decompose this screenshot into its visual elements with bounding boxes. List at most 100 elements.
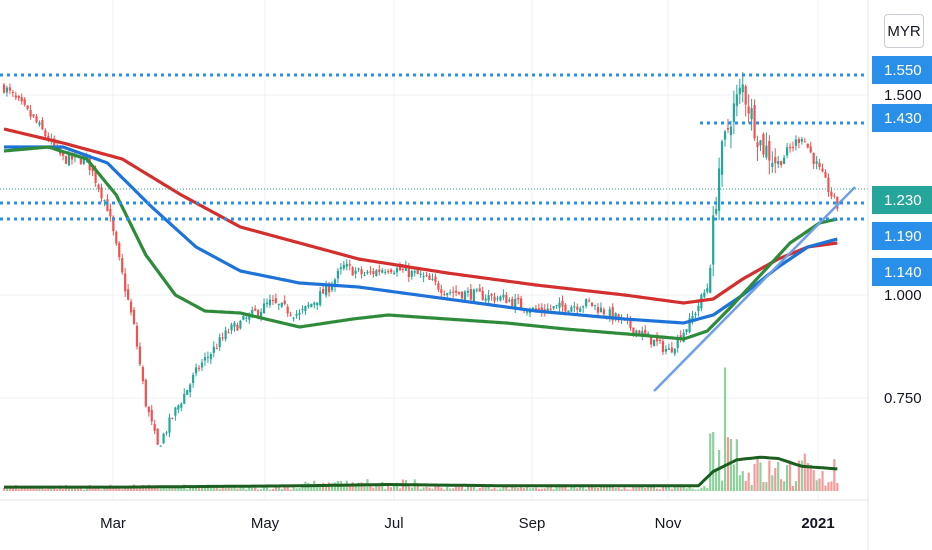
volume-bar	[670, 488, 673, 491]
volume-bar	[392, 485, 396, 491]
volume-bar	[735, 439, 738, 491]
volume-bar	[472, 485, 475, 491]
candle-body	[372, 271, 375, 275]
volume-bar	[91, 487, 94, 491]
volume-bar	[756, 456, 759, 491]
volume-bar	[484, 487, 487, 491]
candle-body	[416, 268, 419, 275]
candle-body	[564, 305, 567, 312]
candles	[2, 72, 839, 447]
volume-bar	[62, 488, 65, 491]
candle-body	[38, 122, 41, 125]
currency-label[interactable]: MYR	[884, 14, 924, 48]
candle-body	[233, 322, 236, 327]
volume-bar	[478, 487, 481, 491]
volume-bar	[750, 485, 753, 491]
candle-body	[726, 127, 730, 130]
volume-bar	[558, 486, 561, 491]
volume-bar	[274, 485, 277, 491]
volume-bar	[785, 465, 789, 491]
candle-body	[655, 337, 659, 342]
candle-body	[124, 273, 127, 292]
candle-body	[440, 289, 443, 293]
candle-body	[127, 289, 130, 300]
candle-body	[573, 306, 576, 308]
x-tick-label: Sep	[519, 515, 546, 532]
candle-body	[103, 200, 106, 202]
candle-body	[520, 298, 523, 308]
candle-body	[132, 309, 136, 324]
candle-body	[428, 275, 431, 280]
volume-bar	[623, 487, 626, 491]
volume-bar	[354, 484, 357, 491]
volume-average-line	[4, 455, 838, 489]
volume-bar	[224, 487, 227, 491]
time-axis[interactable]: Mar May Jul Sep Nov 2021	[100, 515, 835, 532]
volume-bar	[537, 488, 540, 491]
candle-body	[41, 120, 44, 130]
candle-body	[446, 293, 449, 296]
candle-body	[821, 168, 824, 172]
candle-body	[549, 308, 552, 310]
volume-bar	[236, 488, 239, 491]
candle-body	[723, 131, 727, 140]
candle-body	[147, 406, 150, 413]
volume-bar	[688, 484, 691, 491]
volume-bar	[265, 486, 269, 491]
volume-bar	[502, 486, 505, 491]
candle-body	[301, 309, 304, 311]
volume-bar	[555, 486, 558, 491]
volume-bar	[70, 486, 74, 491]
volume-bar	[73, 486, 77, 491]
volume-bar	[112, 487, 115, 491]
volume-bar	[319, 484, 322, 491]
candle-body	[809, 146, 812, 153]
volume-bar	[457, 486, 461, 491]
volume-bar	[653, 485, 656, 491]
candle-body	[135, 325, 139, 347]
candle-body	[800, 138, 803, 142]
candle-body	[585, 299, 588, 307]
candle-body	[508, 299, 511, 302]
volume-bar	[508, 489, 511, 491]
volume-bar	[499, 488, 502, 491]
candle-body	[245, 317, 248, 319]
candle-body	[351, 267, 354, 276]
candle-body	[664, 348, 668, 352]
candle-body	[121, 257, 124, 273]
volume-bar	[517, 488, 520, 491]
volume-bar	[664, 484, 668, 491]
volume-bar	[780, 479, 783, 491]
candle-body	[304, 306, 307, 312]
price-axis[interactable]: 1.500 1.000 0.750 1.550 1.430 1.190 1.140 1.230	[872, 56, 932, 407]
volume-bar	[806, 463, 809, 491]
candle-body	[194, 367, 198, 374]
candle-body	[324, 284, 328, 296]
volume-bar	[407, 486, 410, 491]
volume-bar	[449, 488, 452, 491]
volume-bar	[283, 486, 286, 491]
moving-average-green	[3, 145, 838, 341]
volume-bar	[655, 488, 659, 491]
candle-body	[224, 330, 227, 340]
candle-body	[277, 304, 280, 306]
candle-body	[638, 330, 641, 336]
volume-bar	[833, 459, 836, 491]
level-label-box	[872, 258, 932, 286]
volume-bar	[647, 486, 650, 491]
volume-bar	[768, 460, 771, 491]
candle-body	[292, 317, 295, 319]
volume-bar	[800, 460, 803, 491]
volume-bar	[534, 487, 537, 491]
volume-bar	[197, 488, 201, 491]
candle-body	[398, 266, 402, 271]
volume-bar	[490, 489, 493, 491]
candle-body	[635, 330, 638, 335]
candle-body	[552, 306, 555, 309]
volume-bar	[715, 470, 718, 491]
volume-bar	[177, 485, 180, 491]
candle-body	[650, 335, 653, 345]
volume-bar	[378, 484, 381, 491]
